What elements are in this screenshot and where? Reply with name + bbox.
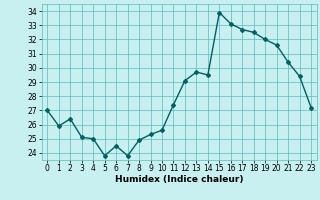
X-axis label: Humidex (Indice chaleur): Humidex (Indice chaleur): [115, 175, 244, 184]
